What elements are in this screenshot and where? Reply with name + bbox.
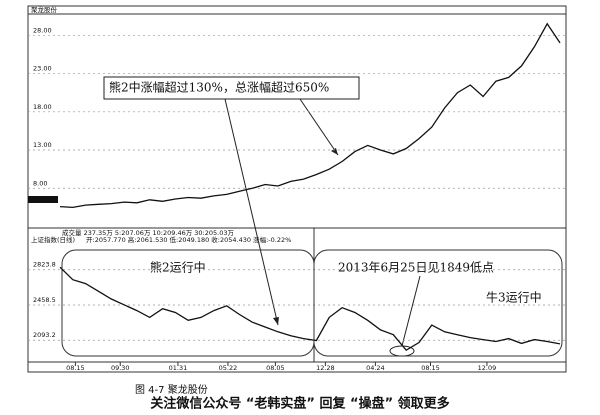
annotation: 熊2运行中 (150, 260, 206, 275)
y-tick-label: 2823.8 (33, 261, 56, 269)
x-tick-label: 08.15 (421, 364, 440, 372)
y-tick-label: 2458.5 (33, 296, 56, 304)
x-tick-label: 04.24 (366, 364, 385, 372)
y-tick-label: 18.00 (33, 103, 52, 111)
arrow-head (273, 317, 279, 325)
caption: 图 4-7 聚龙股份 (135, 383, 208, 396)
info: 成交量 237.35万 5:207.06万 10:209.46万 30:205.… (62, 228, 234, 237)
x-tick-label: 08.15 (66, 364, 85, 372)
y-tick-label: 2093.2 (33, 331, 56, 339)
x-tick-label: 01.31 (169, 364, 188, 372)
x-tick-label: 12.09 (478, 364, 497, 372)
price-line (59, 22, 561, 209)
x-tick-label: 08.05 (266, 364, 285, 372)
annotation: 2013年6月25日见1849低点 (338, 261, 494, 275)
x-tick-label: 05.22 (219, 364, 238, 372)
watermark: 关注微信公众号 “老韩实盘” 回复 “操盘” 领取更多 (150, 396, 449, 412)
annotation: 牛3运行中 (486, 290, 542, 305)
y-tick-label: 13.00 (33, 141, 52, 149)
chart-title: 上证指数(日线) (31, 235, 75, 244)
marker (28, 196, 58, 203)
y-tick-label: 28.00 (33, 26, 52, 34)
x-tick-label: 09.30 (111, 364, 130, 372)
annotation-box (103, 76, 360, 100)
annotation: 熊2中涨幅超过130%，总涨幅超过650% (109, 80, 329, 95)
arrow (401, 275, 421, 347)
arrow-head (331, 148, 338, 155)
chart-title: 聚龙股份 (31, 5, 58, 14)
y-tick-label: 8.00 (33, 179, 47, 187)
y-tick-label: 23.00 (33, 65, 52, 73)
arrow (224, 98, 279, 326)
price-line (59, 266, 561, 352)
frame (27, 5, 567, 373)
arrow (299, 98, 339, 156)
info: 开:2057.770 高:2061.530 低:2049.180 收:2054.… (86, 235, 291, 244)
x-tick-label: 12.28 (316, 364, 335, 372)
